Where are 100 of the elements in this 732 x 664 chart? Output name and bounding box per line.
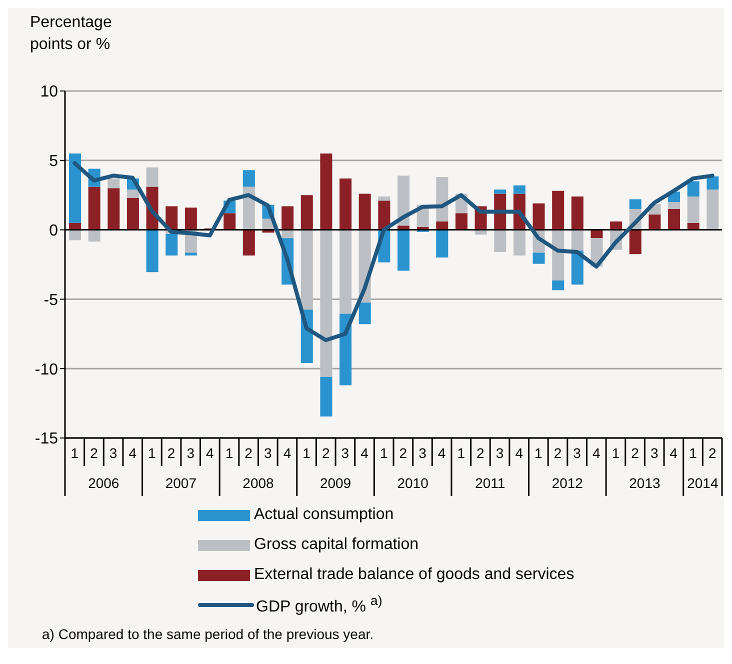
y-tick-label: 10 <box>40 84 58 101</box>
bar <box>166 234 178 256</box>
bar <box>146 167 158 187</box>
x-tick-label: 2 <box>322 445 330 461</box>
bar <box>320 153 332 230</box>
bar <box>378 196 390 201</box>
x-tick-label: 1 <box>225 445 234 461</box>
bar <box>184 252 197 256</box>
x-tick-label: 3 <box>496 445 504 461</box>
x-tick-label: 2 <box>708 445 716 461</box>
bar <box>340 230 352 314</box>
bar <box>513 185 526 194</box>
bar <box>648 214 661 230</box>
bar <box>242 230 255 256</box>
text: 2013 <box>629 475 660 491</box>
bar <box>629 199 642 209</box>
bar <box>436 221 448 230</box>
x-tick-label: 2 <box>476 445 485 461</box>
x-tick-label: 2 <box>167 445 176 461</box>
bar <box>184 208 197 230</box>
bar <box>552 280 564 290</box>
y-axis-title: Percentage points or % <box>30 13 113 55</box>
x-tick-label: 1 <box>380 445 388 461</box>
text: 2011 <box>475 475 506 491</box>
bar <box>300 230 313 310</box>
bar <box>532 203 545 230</box>
x-tick-label: 4 <box>128 445 137 461</box>
bar <box>436 177 448 222</box>
x-tick-label: 4 <box>438 445 446 461</box>
bar <box>552 190 564 230</box>
bar <box>340 178 352 230</box>
bar <box>69 153 81 223</box>
bar <box>146 230 158 272</box>
x-tick-label: 1 <box>148 445 156 461</box>
bar <box>571 230 584 251</box>
bar <box>282 206 294 230</box>
x-tick-label: 1 <box>689 445 698 461</box>
bar <box>629 230 642 254</box>
bar <box>571 196 584 230</box>
bar <box>590 230 603 238</box>
x-tick-label: 1 <box>302 445 311 461</box>
x-tick-label: 3 <box>418 445 427 461</box>
y-tick-label: 5 <box>49 153 58 170</box>
bar <box>398 176 410 226</box>
x-tick-label: 2 <box>399 445 408 461</box>
bar <box>668 202 680 209</box>
y-tick-label: -10 <box>34 361 58 378</box>
bar <box>108 188 120 230</box>
legend-label: GDP growth, % $^{a)}$ <box>256 593 382 617</box>
bar <box>398 230 410 271</box>
y-tick-label: -5 <box>44 292 58 309</box>
bar <box>88 230 100 242</box>
text: 2010 <box>397 475 429 491</box>
legend-label: Actual consumption <box>254 506 394 524</box>
x-tick-label: 3 <box>341 445 350 461</box>
x-tick-label: 3 <box>573 445 582 461</box>
bar <box>687 196 700 223</box>
bar <box>455 213 468 230</box>
bar <box>88 186 100 230</box>
x-tick-label: 3 <box>109 445 118 461</box>
bar <box>224 213 236 230</box>
x-tick-label: 3 <box>650 445 658 461</box>
x-tick-label: 2 <box>631 445 640 461</box>
text: 2007 <box>165 475 197 491</box>
x-tick-label: 1 <box>457 445 466 461</box>
bar <box>242 170 255 187</box>
text: 2006 <box>88 475 120 491</box>
text: 2008 <box>242 475 274 491</box>
bar <box>552 230 564 280</box>
bar <box>126 190 139 198</box>
bar <box>166 206 178 230</box>
bar <box>69 230 81 240</box>
bar <box>358 194 371 230</box>
x-tick-label: 3 <box>264 445 272 461</box>
bar <box>610 221 622 230</box>
x-tick-label: 1 <box>534 445 543 461</box>
text: 2014 <box>687 475 718 491</box>
bar <box>494 190 506 194</box>
bar <box>320 230 332 377</box>
x-tick-label: 1 <box>612 445 620 461</box>
text: 2009 <box>320 475 352 491</box>
bar <box>126 198 139 230</box>
y-tick-label: 0 <box>49 222 58 240</box>
bar <box>436 230 448 258</box>
text: a) Compared to the same period of the previous year. <box>42 626 375 642</box>
bar <box>513 230 526 256</box>
bar <box>706 190 719 230</box>
bar <box>494 230 506 252</box>
x-tick-label: 4 <box>592 445 600 461</box>
x-tick-label: 3 <box>186 445 195 461</box>
x-tick-label: 2 <box>90 445 98 461</box>
line-series <box>72 161 714 342</box>
bar <box>300 195 313 230</box>
x-tick-label: 4 <box>206 445 214 461</box>
x-tick-label: 2 <box>554 445 562 461</box>
bar <box>108 178 120 188</box>
bar <box>532 252 545 264</box>
bar <box>320 376 332 416</box>
x-tick-label: 4 <box>670 445 678 461</box>
bar <box>378 200 390 230</box>
